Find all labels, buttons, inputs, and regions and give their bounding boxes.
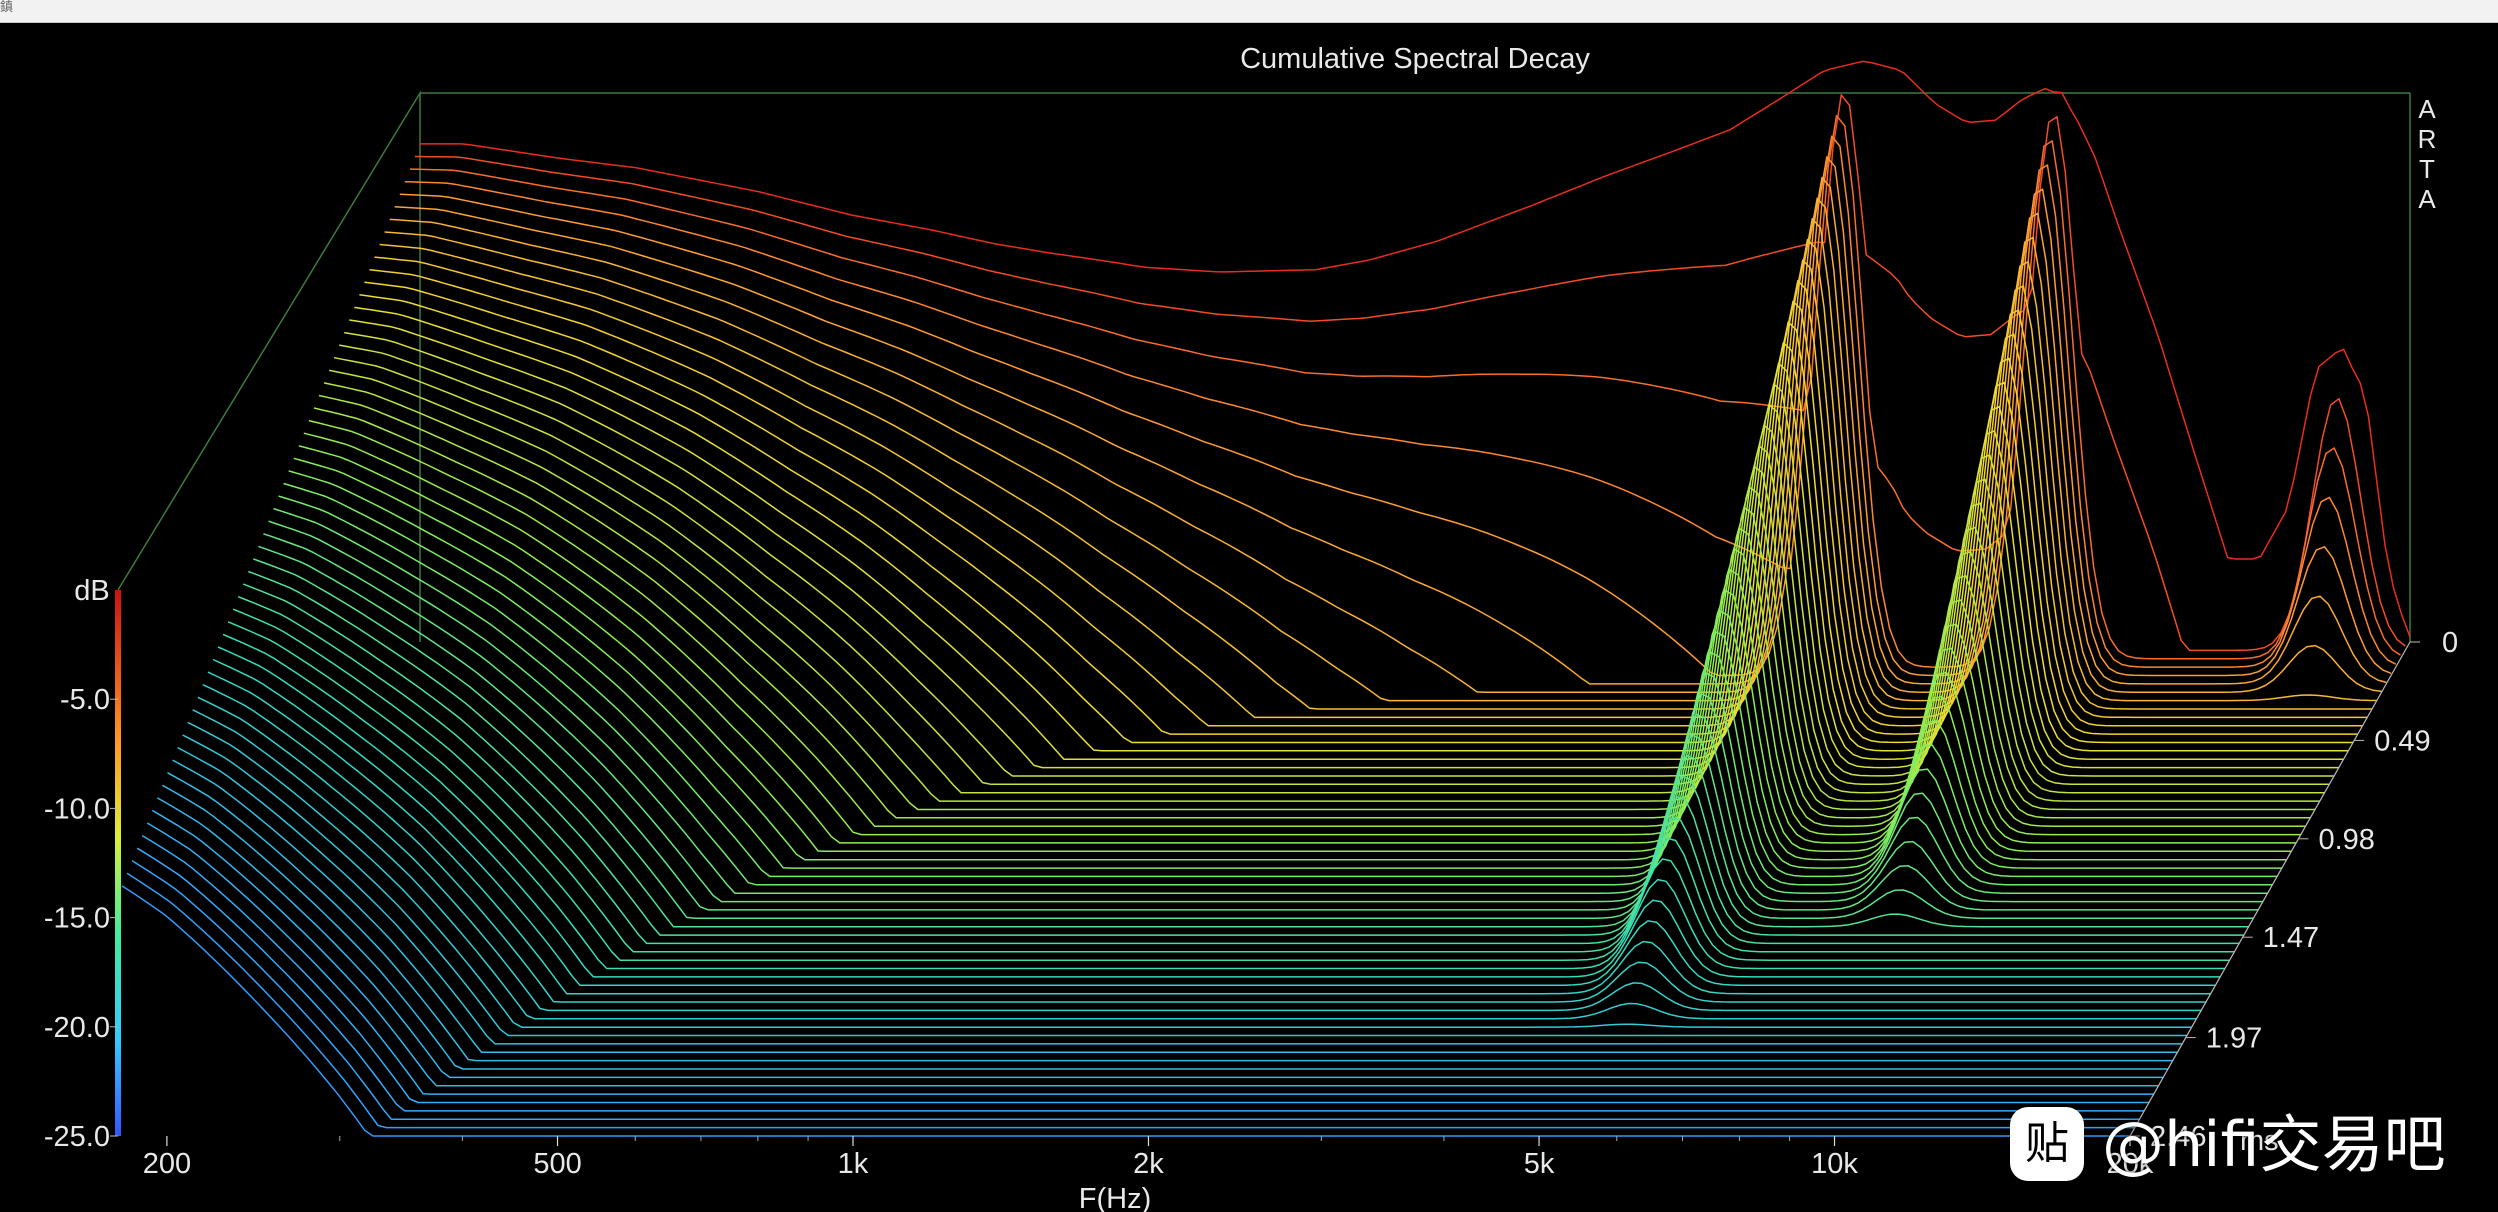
chart-frame [117, 90, 2411, 642]
decay-slice-13 [354, 306, 2349, 752]
decay-slice-34 [248, 570, 2249, 928]
decay-slice-16 [339, 344, 2335, 777]
decay-slice-31 [263, 533, 2263, 903]
decay-slice-28 [278, 495, 2278, 878]
decay-slice-12 [359, 294, 2354, 744]
decay-slice-25 [293, 457, 2292, 853]
frame-left-wall [117, 90, 421, 642]
decay-slice-51 [162, 784, 2168, 1070]
decay-slice-44 [197, 696, 2202, 1012]
x-tick-label: 5k [1524, 1148, 1555, 1180]
decay-slice-6 [389, 197, 2382, 693]
window-corner-glyph: 鎮 [0, 0, 14, 14]
time-axis-line [2129, 641, 2411, 1137]
decay-slice-40 [217, 646, 2221, 978]
decay-slice-32 [258, 545, 2259, 911]
decay-slice-33 [253, 558, 2254, 920]
decay-slice-30 [268, 520, 2268, 894]
x-tick-label: 500 [533, 1148, 581, 1180]
decay-slice-36 [237, 596, 2240, 945]
decay-slice-39 [222, 633, 2225, 970]
decay-slice-9 [374, 256, 2368, 719]
x-axis-label: F(Hz) [1079, 1183, 1151, 1212]
brand-letter: R [2418, 124, 2437, 154]
time-tick-label: 0.98 [2318, 824, 2374, 856]
x-tick-label: 2k [1133, 1148, 1164, 1180]
decay-slice-50 [167, 772, 2173, 1062]
decay-slice-47 [182, 734, 2187, 1037]
x-tick-label: 200 [143, 1148, 191, 1180]
decay-slice-14 [349, 319, 2344, 760]
decay-slice-52 [157, 797, 2164, 1079]
x-tick-label: 20k [2107, 1148, 2154, 1180]
time-tick-label: 1.97 [2206, 1023, 2262, 1055]
decay-slice-11 [364, 281, 2358, 735]
chart-axes: dB -5.0 -10.0 -15.0 -20.0 -25.0 200 500 1k 2k 5k 10… [44, 94, 2458, 1212]
decay-slice-35 [242, 583, 2244, 936]
decay-slice-42 [207, 671, 2211, 995]
time-axis-label: ms [2240, 1125, 2279, 1157]
tieba-logo-icon: 贴 [2010, 1107, 2084, 1181]
decay-slice-23 [303, 432, 2301, 836]
decay-slice-7 [384, 218, 2377, 702]
decay-slice-56 [136, 847, 2145, 1112]
brand-letter: A [2418, 184, 2436, 214]
y-tick-label: -15.0 [44, 903, 110, 935]
colorbar-label: dB [74, 575, 109, 607]
y-tick-label: -25.0 [44, 1121, 110, 1153]
brand-letter: T [2419, 154, 2435, 184]
x-tick-label: 10k [1811, 1148, 1858, 1180]
decay-slice-10 [369, 268, 2363, 727]
x-tick-label: 1k [838, 1148, 869, 1180]
decay-slice-24 [298, 445, 2297, 844]
decay-slices [121, 60, 2411, 1137]
decay-slice-55 [141, 834, 2149, 1104]
y-tick-label: -10.0 [44, 793, 110, 825]
decay-slice-49 [172, 759, 2178, 1054]
time-tick-label: 2.46 [2150, 1121, 2206, 1153]
decay-slice-0 [420, 60, 2411, 638]
y-tick-label: -5.0 [60, 684, 110, 716]
decay-slice-5 [394, 176, 2387, 685]
decay-slice-21 [313, 407, 2311, 819]
decay-slice-2 [409, 114, 2401, 660]
window-top-bar: 鎮 [0, 0, 2498, 23]
decay-slice-43 [202, 684, 2206, 1003]
chart-title: Cumulative Spectral Decay [1240, 43, 1590, 75]
time-tick-label: 0 [2442, 627, 2458, 659]
decay-slice-58 [126, 872, 2135, 1129]
decay-slice-20 [318, 394, 2316, 811]
decay-slice-37 [232, 608, 2235, 953]
tieba-logo-glyph: 贴 [2025, 1118, 2069, 1169]
watermark: 贴 @hifi交易吧 [2010, 1105, 2480, 1187]
decay-slice-8 [379, 238, 2372, 710]
time-tick-label: 1.47 [2263, 922, 2319, 954]
decay-slice-29 [273, 507, 2273, 886]
decay-slice-1 [414, 94, 2406, 652]
decay-slice-45 [192, 709, 2197, 1020]
y-tick-label: -20.0 [44, 1012, 110, 1044]
brand-letter: A [2418, 94, 2436, 124]
decay-slice-27 [283, 482, 2282, 869]
decay-slice-59 [121, 885, 2130, 1137]
decay-slice-15 [344, 331, 2339, 769]
decay-slice-18 [328, 369, 2325, 794]
decay-slice-41 [212, 658, 2216, 987]
decay-slice-4 [399, 156, 2392, 677]
watermark-text: @hifi交易吧 [2102, 1108, 2446, 1181]
colorbar [115, 590, 121, 1136]
decay-slice-3 [404, 135, 2397, 668]
decay-slice-53 [151, 809, 2159, 1087]
decay-slice-54 [146, 822, 2154, 1095]
decay-slice-26 [288, 470, 2287, 861]
time-tick-label: 0.49 [2374, 725, 2430, 757]
decay-slice-48 [177, 746, 2183, 1045]
decay-slice-17 [333, 356, 2330, 786]
decay-slice-38 [227, 621, 2230, 961]
decay-slice-22 [308, 419, 2306, 827]
decay-slice-46 [187, 721, 2192, 1028]
decay-slice-19 [323, 382, 2320, 802]
decay-slice-57 [131, 860, 2140, 1121]
